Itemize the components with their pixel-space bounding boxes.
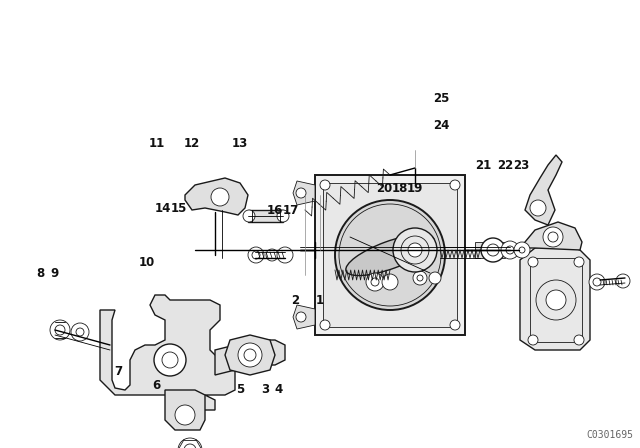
Circle shape	[243, 210, 255, 222]
Text: 23: 23	[513, 159, 530, 172]
Circle shape	[393, 228, 437, 272]
Text: 14: 14	[155, 202, 172, 215]
Circle shape	[162, 352, 178, 368]
Circle shape	[574, 335, 584, 345]
Circle shape	[366, 273, 384, 291]
Text: 20: 20	[376, 181, 392, 195]
Text: 1: 1	[316, 293, 324, 307]
Circle shape	[593, 278, 601, 286]
Circle shape	[528, 257, 538, 267]
Text: 4: 4	[275, 383, 282, 396]
Text: 18: 18	[392, 181, 408, 195]
Circle shape	[320, 180, 330, 190]
Bar	[475, 242, 505, 258]
Circle shape	[55, 325, 65, 335]
Circle shape	[548, 232, 558, 242]
Circle shape	[514, 242, 530, 258]
Polygon shape	[165, 390, 205, 430]
Polygon shape	[215, 340, 285, 375]
Circle shape	[501, 241, 519, 259]
Text: 2: 2	[292, 293, 300, 307]
Circle shape	[417, 275, 423, 281]
Text: 3: 3	[262, 383, 269, 396]
Circle shape	[484, 244, 496, 256]
Circle shape	[71, 323, 89, 341]
Circle shape	[184, 444, 196, 448]
Polygon shape	[520, 222, 582, 250]
Circle shape	[543, 227, 563, 247]
Ellipse shape	[346, 234, 434, 276]
Circle shape	[175, 405, 195, 425]
Circle shape	[574, 257, 584, 267]
Polygon shape	[100, 295, 235, 410]
Circle shape	[382, 274, 398, 290]
Circle shape	[589, 274, 605, 290]
Text: 25: 25	[433, 92, 450, 105]
Text: 15: 15	[171, 202, 188, 215]
Circle shape	[296, 312, 306, 322]
Text: 21: 21	[475, 159, 492, 172]
Circle shape	[296, 188, 306, 198]
Text: 9: 9	[51, 267, 58, 280]
Text: 5: 5	[236, 383, 244, 396]
Circle shape	[335, 200, 445, 310]
Circle shape	[371, 278, 379, 286]
Circle shape	[244, 349, 256, 361]
Circle shape	[528, 335, 538, 345]
Text: 17: 17	[283, 204, 300, 217]
Circle shape	[413, 271, 427, 285]
Circle shape	[519, 247, 525, 253]
Circle shape	[238, 343, 262, 367]
Text: 8: 8	[36, 267, 44, 280]
Text: 6: 6	[153, 379, 161, 392]
Text: 12: 12	[184, 137, 200, 150]
Circle shape	[50, 320, 70, 340]
Bar	[315, 175, 465, 335]
Circle shape	[266, 249, 278, 261]
Circle shape	[178, 438, 202, 448]
Polygon shape	[225, 335, 275, 375]
Circle shape	[429, 272, 441, 284]
Bar	[248, 210, 283, 222]
Polygon shape	[520, 245, 590, 350]
Circle shape	[481, 238, 505, 262]
Circle shape	[248, 247, 264, 263]
Bar	[530, 258, 582, 342]
Circle shape	[450, 180, 460, 190]
Circle shape	[277, 210, 289, 222]
Polygon shape	[185, 178, 248, 215]
Text: 19: 19	[406, 181, 423, 195]
Circle shape	[252, 251, 260, 259]
Circle shape	[320, 320, 330, 330]
Text: C0301695: C0301695	[586, 430, 634, 440]
Circle shape	[277, 247, 293, 263]
Bar	[323, 183, 457, 327]
Circle shape	[546, 290, 566, 310]
Polygon shape	[293, 305, 315, 329]
Circle shape	[450, 320, 460, 330]
Text: 24: 24	[433, 119, 450, 132]
Polygon shape	[293, 181, 315, 205]
Polygon shape	[525, 155, 562, 225]
Text: 13: 13	[232, 137, 248, 150]
Text: 16: 16	[267, 204, 284, 217]
Circle shape	[211, 188, 229, 206]
Circle shape	[506, 246, 514, 254]
Circle shape	[154, 344, 186, 376]
Text: 7: 7	[115, 365, 122, 379]
Text: 10: 10	[139, 255, 156, 269]
Text: 11: 11	[148, 137, 165, 150]
Circle shape	[76, 328, 84, 336]
Circle shape	[530, 200, 546, 216]
Text: 22: 22	[497, 159, 514, 172]
Circle shape	[408, 243, 422, 257]
Circle shape	[616, 274, 630, 288]
Circle shape	[487, 244, 499, 256]
